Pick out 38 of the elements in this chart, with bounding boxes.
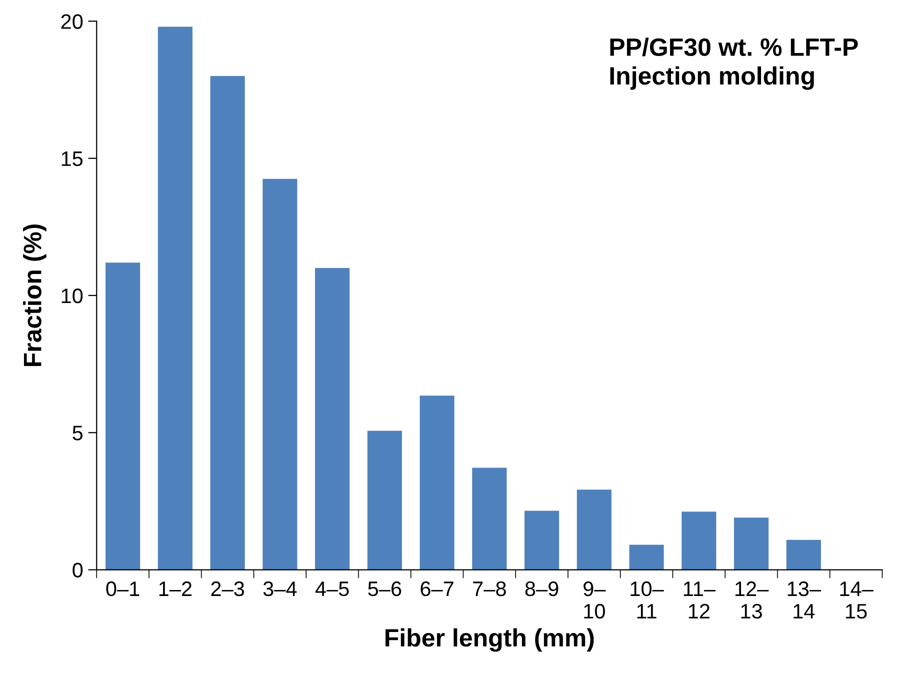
x-tick-label: 12–13: [736, 581, 769, 619]
bar: [367, 430, 402, 570]
bar: [524, 510, 560, 570]
y-tick-label: 10: [62, 288, 83, 304]
bar: [629, 544, 664, 570]
x-tick-label: 6–7: [420, 581, 454, 596]
annotation: Injection molding: [610, 66, 814, 90]
bar: [734, 518, 769, 570]
bar: [472, 468, 507, 570]
x-tick-label: 13–14: [788, 581, 822, 618]
x-tick-label: 1–2: [159, 581, 192, 596]
bar: [420, 396, 454, 570]
x-axis-title: Fiber length (mm): [386, 628, 594, 652]
x-tick-label: 14–15: [840, 582, 874, 619]
x-tick-label: 8–9: [525, 581, 558, 596]
bar: [262, 178, 298, 570]
x-tick-label: 3–4: [263, 581, 297, 596]
bar: [158, 26, 192, 570]
y-tick-label: 0: [72, 562, 83, 578]
y-tick-label: 20: [61, 14, 83, 29]
bar: [210, 76, 245, 570]
y-tick-label: 5: [72, 426, 83, 440]
y-tick-label: 15: [62, 152, 83, 166]
bar: [576, 490, 612, 570]
y-axis-title: Fraction (%): [23, 224, 46, 366]
bar: [682, 512, 716, 570]
x-tick-label: 2–3: [211, 581, 244, 596]
x-tick-label: 9–10: [584, 581, 606, 619]
bar: [786, 540, 821, 570]
bar: [315, 268, 350, 570]
bar: [106, 262, 140, 570]
x-tick-label: 5–6: [368, 581, 402, 596]
x-tick-label: 11–12: [684, 582, 716, 618]
x-tick-label: 10–11: [630, 581, 664, 618]
x-tick-label: 7–8: [473, 581, 506, 596]
x-tick-label: 4–5: [315, 582, 349, 596]
annotation: PP/GF30 wt. % LFT-P: [610, 38, 858, 56]
x-tick-label: 0–1: [106, 581, 140, 596]
